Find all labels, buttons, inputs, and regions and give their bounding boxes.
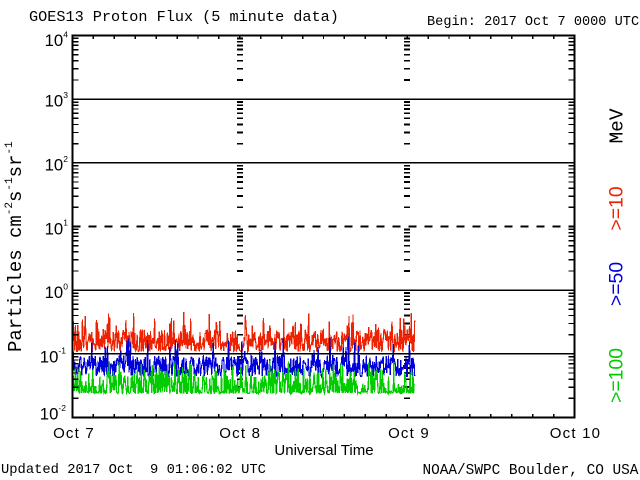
svg-text:-1: -1 <box>58 346 66 356</box>
svg-text:Oct 10: Oct 10 <box>550 425 601 442</box>
svg-text:>=10: >=10 <box>606 186 628 230</box>
svg-text:Particles cm-2s-1sr-1: Particles cm-2s-1sr-1 <box>4 141 27 352</box>
svg-text:10: 10 <box>40 405 59 424</box>
svg-text:10: 10 <box>45 219 64 238</box>
svg-text:2: 2 <box>63 154 68 164</box>
svg-text:-2: -2 <box>58 403 66 413</box>
svg-text:Oct 9: Oct 9 <box>388 425 430 442</box>
svg-text:4: 4 <box>63 29 68 39</box>
svg-text:0: 0 <box>63 282 68 292</box>
svg-text:Begin: 2017 Oct 7 0000 UTC: Begin: 2017 Oct 7 0000 UTC <box>427 15 639 30</box>
svg-text:1: 1 <box>63 218 68 228</box>
svg-text:MeV: MeV <box>607 108 629 143</box>
svg-text:10: 10 <box>45 283 64 302</box>
svg-text:Universal Time: Universal Time <box>274 442 373 459</box>
svg-text:NOAA/SWPC Boulder, CO USA: NOAA/SWPC Boulder, CO USA <box>423 463 639 479</box>
svg-text:>=50: >=50 <box>606 262 628 306</box>
svg-text:10: 10 <box>40 347 59 366</box>
svg-text:>=100: >=100 <box>606 348 628 403</box>
svg-text:3: 3 <box>63 90 68 100</box>
svg-text:GOES13 Proton Flux (5 minute d: GOES13 Proton Flux (5 minute data) <box>29 8 339 26</box>
svg-text:10: 10 <box>45 31 64 50</box>
svg-text:Oct 7: Oct 7 <box>53 425 95 442</box>
svg-text:Updated 2017 Oct 9 01:06:02 U: Updated 2017 Oct 9 01:06:02 UTC <box>1 462 266 478</box>
svg-text:Oct 8: Oct 8 <box>219 425 261 442</box>
svg-text:10: 10 <box>45 92 64 111</box>
svg-text:10: 10 <box>45 156 64 175</box>
